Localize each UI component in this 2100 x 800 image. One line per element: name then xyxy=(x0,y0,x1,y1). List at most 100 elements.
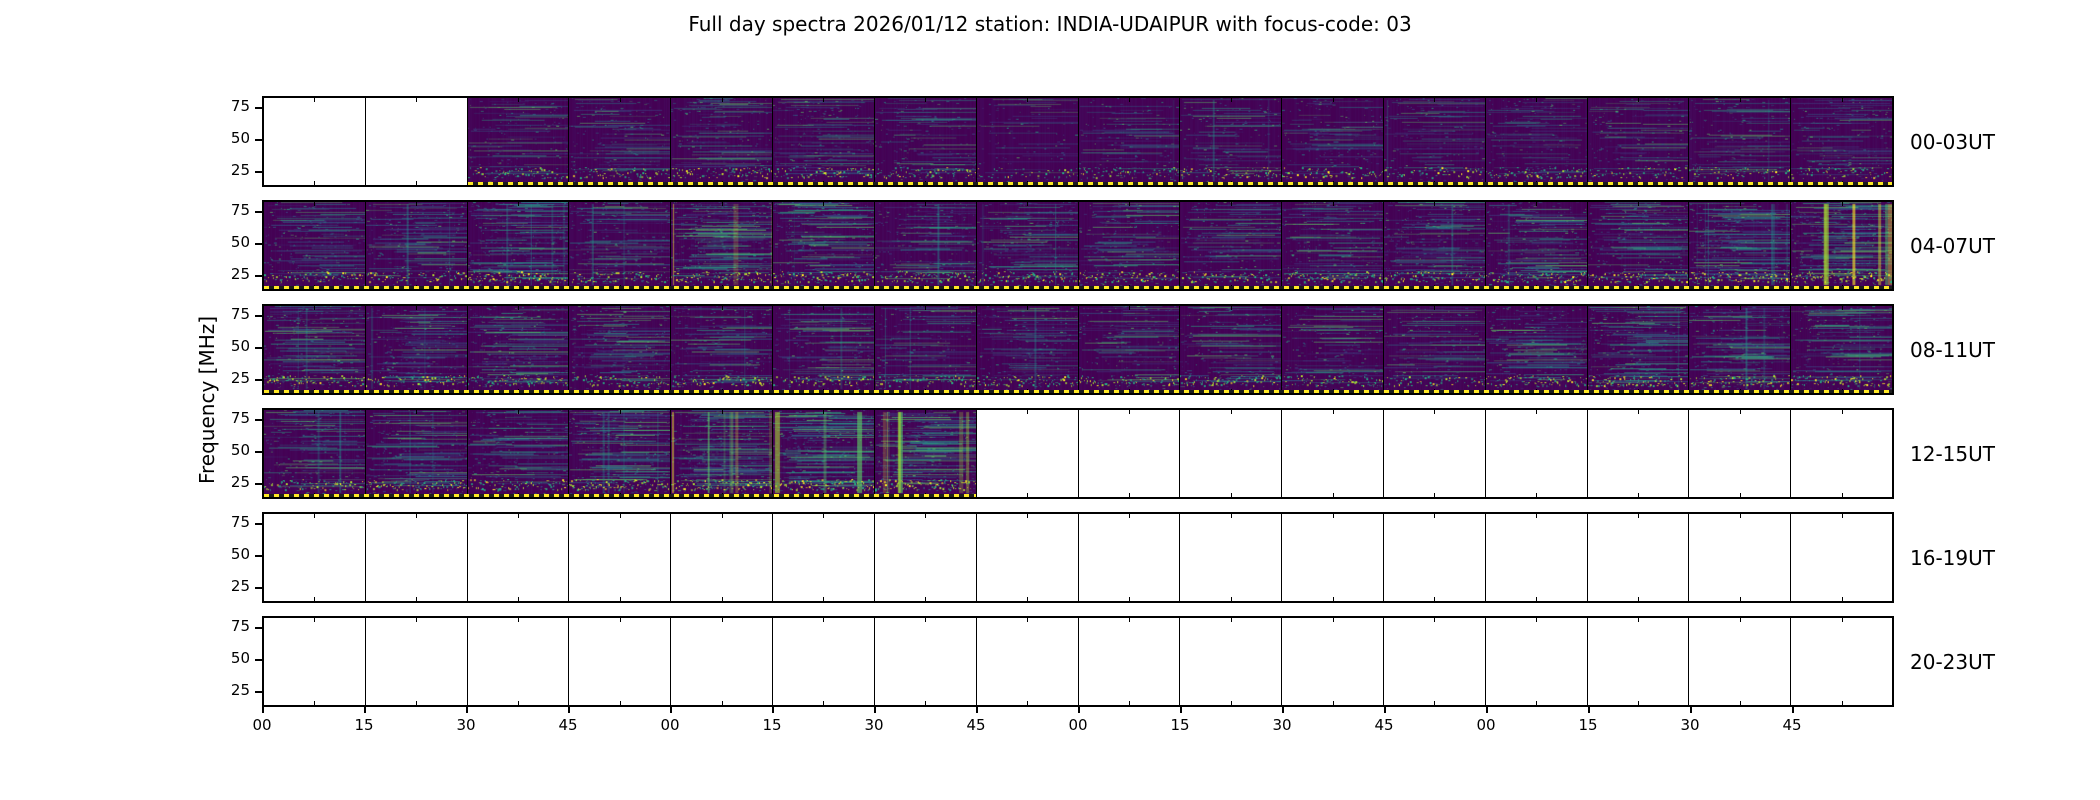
blank-panel xyxy=(874,618,977,705)
spectra-row-08-11ut: 75 50 25 08-11UT xyxy=(231,304,1995,395)
spectrogram-panel xyxy=(976,98,1079,185)
spectrogram-canvas xyxy=(874,306,976,393)
blank-panel xyxy=(976,618,1079,705)
y-tick-mark xyxy=(255,555,263,557)
blank-panel xyxy=(264,618,366,705)
spectrogram-canvas xyxy=(1689,202,1791,289)
spectrogram-canvas xyxy=(1485,306,1587,393)
x-tick-label: 00 xyxy=(660,716,680,734)
spectrogram-canvas xyxy=(264,410,365,497)
blank-panel xyxy=(1485,410,1588,497)
spectrogram-panel xyxy=(264,410,366,497)
y-tick-mark xyxy=(255,315,263,317)
x-tick-label: 15 xyxy=(762,716,782,734)
x-tick-label: 00 xyxy=(252,716,272,734)
blank-panel xyxy=(1587,618,1690,705)
spectrogram-canvas xyxy=(569,98,671,185)
y-tick-mark xyxy=(255,451,263,453)
spectrogram-canvas xyxy=(1587,306,1689,393)
blank-panel xyxy=(365,98,468,185)
spectrogram-canvas xyxy=(773,306,874,393)
spectrogram-panel xyxy=(671,306,774,393)
y-tick-mark xyxy=(255,275,263,277)
blank-panel xyxy=(467,618,570,705)
blank-panel xyxy=(1587,410,1690,497)
spectrogram-panel xyxy=(874,202,977,289)
blank-panel xyxy=(365,514,468,601)
y-tick-label: 75 xyxy=(230,513,250,531)
y-tick-label: 25 xyxy=(230,577,250,595)
spectrogram-canvas xyxy=(1587,202,1689,289)
spectrogram-panel xyxy=(467,306,570,393)
dotted-marker-line xyxy=(264,286,1892,289)
x-tick-mark xyxy=(976,707,978,713)
blank-panel xyxy=(1791,618,1892,705)
spectrogram-canvas xyxy=(569,306,671,393)
figure-title: Full day spectra 2026/01/12 station: IND… xyxy=(688,12,1412,36)
blank-panel xyxy=(1689,514,1792,601)
spectrogram-panel xyxy=(365,306,468,393)
x-tick-label: 30 xyxy=(456,716,476,734)
y-tick-label: 50 xyxy=(230,337,250,355)
x-tick-mark xyxy=(1690,707,1692,713)
x-tick-mark xyxy=(1792,707,1794,713)
spectrogram-canvas xyxy=(773,98,874,185)
spectrogram-panel xyxy=(569,410,672,497)
y-tick-mark xyxy=(255,419,263,421)
spectrogram-canvas xyxy=(1282,98,1383,185)
spectrogram-canvas xyxy=(467,410,569,497)
spectrogram-canvas xyxy=(467,306,569,393)
blank-panel xyxy=(264,98,366,185)
x-tick-mark xyxy=(466,707,468,713)
blank-panel xyxy=(1383,410,1486,497)
y-tick-mark xyxy=(255,627,263,629)
spectrogram-canvas xyxy=(874,202,976,289)
spectrogram-canvas xyxy=(976,202,1078,289)
spectrogram-panel xyxy=(1180,306,1283,393)
spectrogram-canvas xyxy=(1689,98,1791,185)
spectrogram-canvas xyxy=(1282,202,1383,289)
spectrogram-panel xyxy=(1180,98,1283,185)
y-tick-label: 25 xyxy=(230,265,250,283)
y-tick-label: 50 xyxy=(230,129,250,147)
blank-panel xyxy=(874,514,977,601)
y-tick-mark xyxy=(255,171,263,173)
spectrogram-canvas xyxy=(671,410,773,497)
dotted-marker-line xyxy=(264,390,1892,393)
blank-panel xyxy=(1078,410,1181,497)
blank-panel xyxy=(264,514,366,601)
y-tick-mark xyxy=(255,139,263,141)
spectrogram-canvas xyxy=(976,306,1078,393)
blank-panel xyxy=(976,410,1079,497)
spectrogram-panel xyxy=(773,410,875,497)
spectra-row-04-07ut: 75 50 25 04-07UT xyxy=(231,200,1995,291)
spectrogram-panel xyxy=(467,202,570,289)
spectrogram-canvas xyxy=(773,410,874,497)
spectrogram-canvas xyxy=(874,410,976,497)
x-tick-label: 30 xyxy=(864,716,884,734)
y-tick-mark xyxy=(255,483,263,485)
spectrogram-panel xyxy=(1180,202,1283,289)
x-tick-mark xyxy=(1486,707,1488,713)
spectrogram-panel xyxy=(264,202,366,289)
blank-panel xyxy=(365,618,468,705)
spectrogram-canvas xyxy=(365,202,467,289)
y-tick-label: 25 xyxy=(230,369,250,387)
blank-panel xyxy=(976,514,1079,601)
spectrogram-panel xyxy=(1587,306,1690,393)
spectrogram-panel xyxy=(1383,306,1486,393)
dotted-marker-line xyxy=(264,494,977,497)
x-tick-mark xyxy=(874,707,876,713)
spectrogram-panel xyxy=(1282,202,1384,289)
spectrogram-panel xyxy=(1791,306,1892,393)
x-tick-label: 30 xyxy=(1272,716,1292,734)
spectrogram-panel xyxy=(264,306,366,393)
y-tick-mark xyxy=(255,659,263,661)
spectrogram-canvas xyxy=(1180,306,1282,393)
spectrogram-panel xyxy=(467,410,570,497)
blank-panel xyxy=(773,514,875,601)
spectrogram-panel xyxy=(1485,98,1588,185)
spectrogram-panel xyxy=(773,98,875,185)
x-tick-label: 15 xyxy=(1578,716,1598,734)
spectrogram-canvas xyxy=(976,98,1078,185)
